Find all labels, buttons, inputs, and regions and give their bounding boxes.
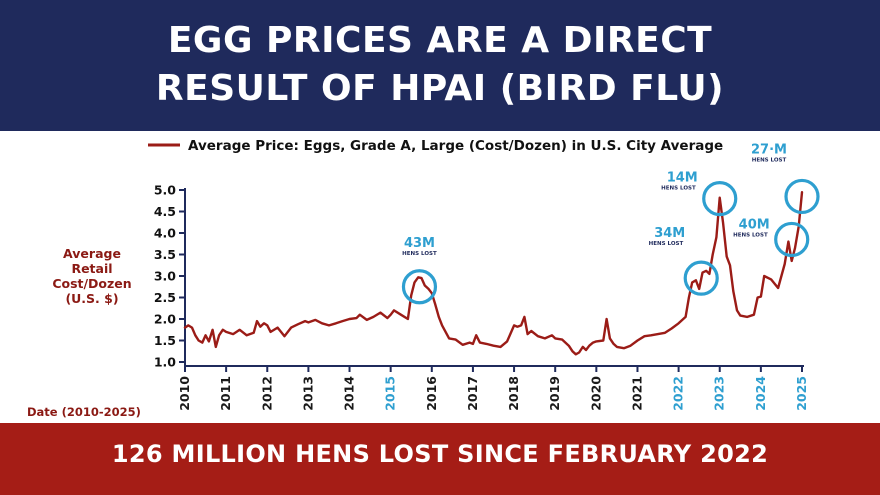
y-tick-label: 3.0: [154, 269, 176, 284]
hens-lost-count: 14M: [667, 171, 698, 186]
x-tick-label: 2012: [259, 376, 274, 411]
x-tick-label: 2022: [671, 376, 686, 411]
hens-lost-caption: HENS LOST: [733, 232, 768, 238]
footer-banner: [0, 423, 880, 495]
x-tick-label: 2018: [506, 376, 521, 411]
legend-label: Average Price: Eggs, Grade A, Large (Cos…: [188, 138, 723, 154]
hens-lost-caption: HENS LOST: [402, 251, 437, 257]
y-tick-label: 4.0: [154, 226, 176, 241]
y-tick-label: 4.5: [154, 204, 176, 219]
x-tick-label: 2019: [547, 376, 562, 411]
hens-lost-count: 27·M: [751, 142, 787, 157]
x-tick-label: 2025: [794, 376, 809, 411]
x-tick-label: 2010: [177, 376, 192, 411]
x-tick-label: 2013: [300, 376, 315, 411]
x-tick-label: 2015: [383, 376, 398, 411]
x-tick-label: 2017: [465, 376, 480, 411]
hens-lost-count: 34M: [654, 226, 685, 241]
header-banner: [0, 0, 880, 131]
y-tick-label: 5.0: [154, 183, 176, 198]
price-series-line: [183, 191, 804, 356]
y-tick-label: 3.5: [154, 247, 176, 262]
page-title-line-2: RESULT OF HPAI (BIRD FLU): [155, 68, 725, 109]
hens-lost-caption: HENS LOST: [649, 241, 684, 247]
y-tick-label: 1.5: [154, 333, 176, 348]
hens-lost-circle: [774, 221, 810, 258]
y-tick-label: 2.5: [154, 290, 176, 305]
y-axis-title: Average: [63, 246, 121, 261]
x-tick-label: 2023: [712, 376, 727, 411]
hens-lost-count: 43M: [404, 236, 435, 251]
x-axis-title: Date (2010-2025): [27, 405, 141, 419]
y-axis-title: Retail: [71, 261, 112, 276]
x-tick-label: 2020: [588, 376, 603, 411]
x-tick-label: 2021: [629, 376, 644, 411]
y-tick-label: 2.0: [154, 312, 176, 327]
y-axis-title: Cost/Dozen: [52, 276, 131, 291]
hens-lost-circle: [784, 178, 820, 215]
footer-text: 126 MILLION HENS LOST SINCE FEBRUARY 202…: [111, 440, 769, 468]
x-tick-label: 2016: [424, 376, 439, 411]
hens-lost-circle: [702, 181, 738, 217]
hens-lost-circle: [401, 269, 438, 305]
egg-price-chart: Average Price: Eggs, Grade A, Large (Cos…: [27, 138, 820, 419]
hens-lost-caption: HENS LOST: [752, 157, 787, 163]
x-tick-label: 2024: [753, 376, 768, 411]
page-title-line-1: EGG PRICES ARE A DIRECT: [167, 20, 713, 61]
y-tick-label: 1.0: [154, 355, 176, 370]
x-tick-label: 2011: [218, 376, 233, 411]
hens-lost-count: 40M: [739, 217, 770, 232]
y-axis-title: (U.S. $): [65, 291, 118, 306]
hens-lost-circle: [683, 260, 719, 296]
x-tick-label: 2014: [342, 376, 357, 411]
hens-lost-caption: HENS LOST: [661, 186, 696, 192]
